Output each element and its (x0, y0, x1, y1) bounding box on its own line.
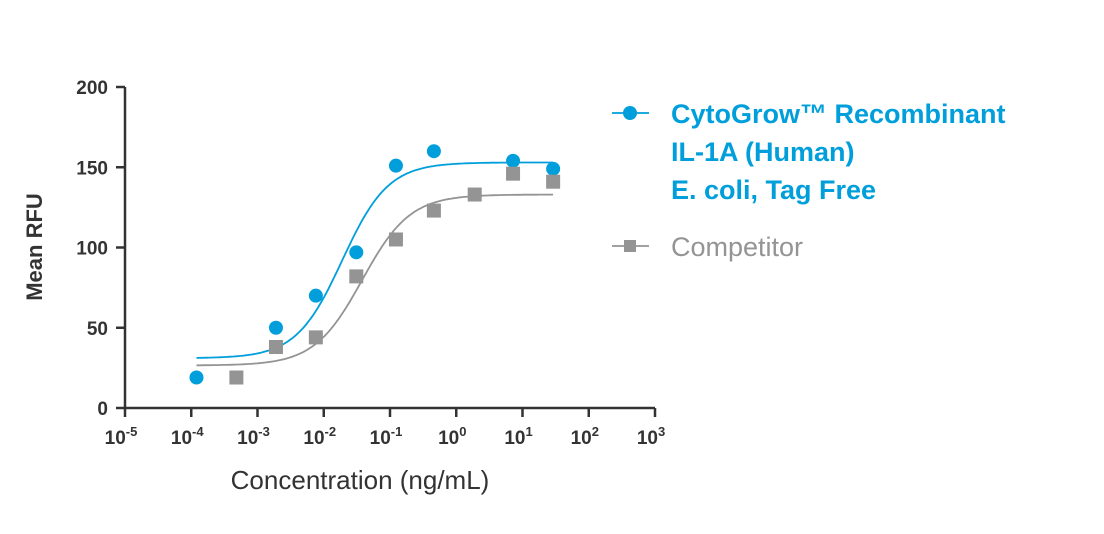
data-point (546, 161, 561, 176)
x-tick-label: 103 (637, 424, 665, 449)
x-tick-label: 10-4 (171, 424, 204, 449)
x-tick-label: 10-5 (105, 424, 138, 449)
x-tick-label: 10-1 (370, 424, 403, 449)
x-tick-exponent: 1 (525, 424, 532, 439)
legend-label: CytoGrow™ Recombinant (671, 99, 1006, 129)
y-axis-label: Mean RFU (22, 193, 47, 301)
y-tick-label: 200 (76, 78, 108, 99)
legend-marker-circle (623, 106, 637, 120)
data-point (308, 330, 323, 345)
x-tick-exponent: 0 (459, 424, 466, 439)
x-tick-base: 10 (171, 428, 192, 449)
data-point (388, 158, 403, 173)
data-point (388, 232, 403, 247)
x-tick-base: 10 (237, 428, 258, 449)
x-tick-exponent: -4 (192, 424, 204, 439)
x-tick-base: 10 (303, 428, 324, 449)
legend-label: IL-1A (Human) (671, 137, 855, 167)
data-point (268, 320, 283, 335)
x-tick-base: 10 (370, 428, 391, 449)
data-point (349, 245, 364, 260)
x-tick-base: 10 (504, 428, 525, 449)
data-point (506, 166, 521, 181)
legend-marker-square (624, 240, 636, 252)
x-tick-label: 10-2 (303, 424, 336, 449)
y-tick-label: 0 (97, 399, 108, 420)
x-tick-exponent: -2 (325, 424, 337, 439)
x-tick-label: 101 (504, 424, 532, 449)
x-tick-exponent: 3 (658, 424, 665, 439)
data-point (229, 370, 244, 385)
legend-item: Competitor (612, 232, 803, 262)
x-tick-base: 10 (637, 428, 658, 449)
x-tick-label: 100 (438, 424, 466, 449)
legend: CytoGrow™ Recombinant IL-1A (Human) E. col… (612, 99, 1006, 262)
data-point (546, 174, 561, 189)
series-competitor (196, 166, 561, 385)
data-point (189, 370, 204, 385)
legend-label: Competitor (671, 232, 803, 262)
legend-label: E. coli, Tag Free (671, 175, 876, 205)
x-tick-base: 10 (105, 428, 126, 449)
x-tick-base: 10 (571, 428, 592, 449)
fit-curve (196, 161, 554, 359)
data-point (506, 153, 521, 168)
data-point (467, 187, 482, 202)
fit-curve (196, 193, 554, 367)
data-point (349, 269, 364, 284)
x-tick-exponent: -5 (126, 424, 138, 439)
x-tick-exponent: -3 (258, 424, 270, 439)
x-axis-label: Concentration (ng/mL) (231, 465, 490, 495)
data-point (426, 144, 441, 159)
data-point (268, 340, 283, 355)
data-point (426, 203, 441, 218)
legend-item: CytoGrow™ Recombinant IL-1A (Human) E. col… (612, 99, 1006, 205)
x-tick-label: 102 (571, 424, 599, 449)
y-tick-label: 50 (87, 319, 108, 340)
y-tick-label: 150 (76, 158, 108, 179)
x-tick-label: 10-3 (237, 424, 270, 449)
x-tick-base: 10 (438, 428, 459, 449)
data-point (308, 288, 323, 303)
x-tick-exponent: 2 (592, 424, 599, 439)
series-cytogrow (189, 144, 561, 385)
y-tick-label: 100 (76, 239, 108, 260)
x-tick-exponent: -1 (391, 424, 403, 439)
